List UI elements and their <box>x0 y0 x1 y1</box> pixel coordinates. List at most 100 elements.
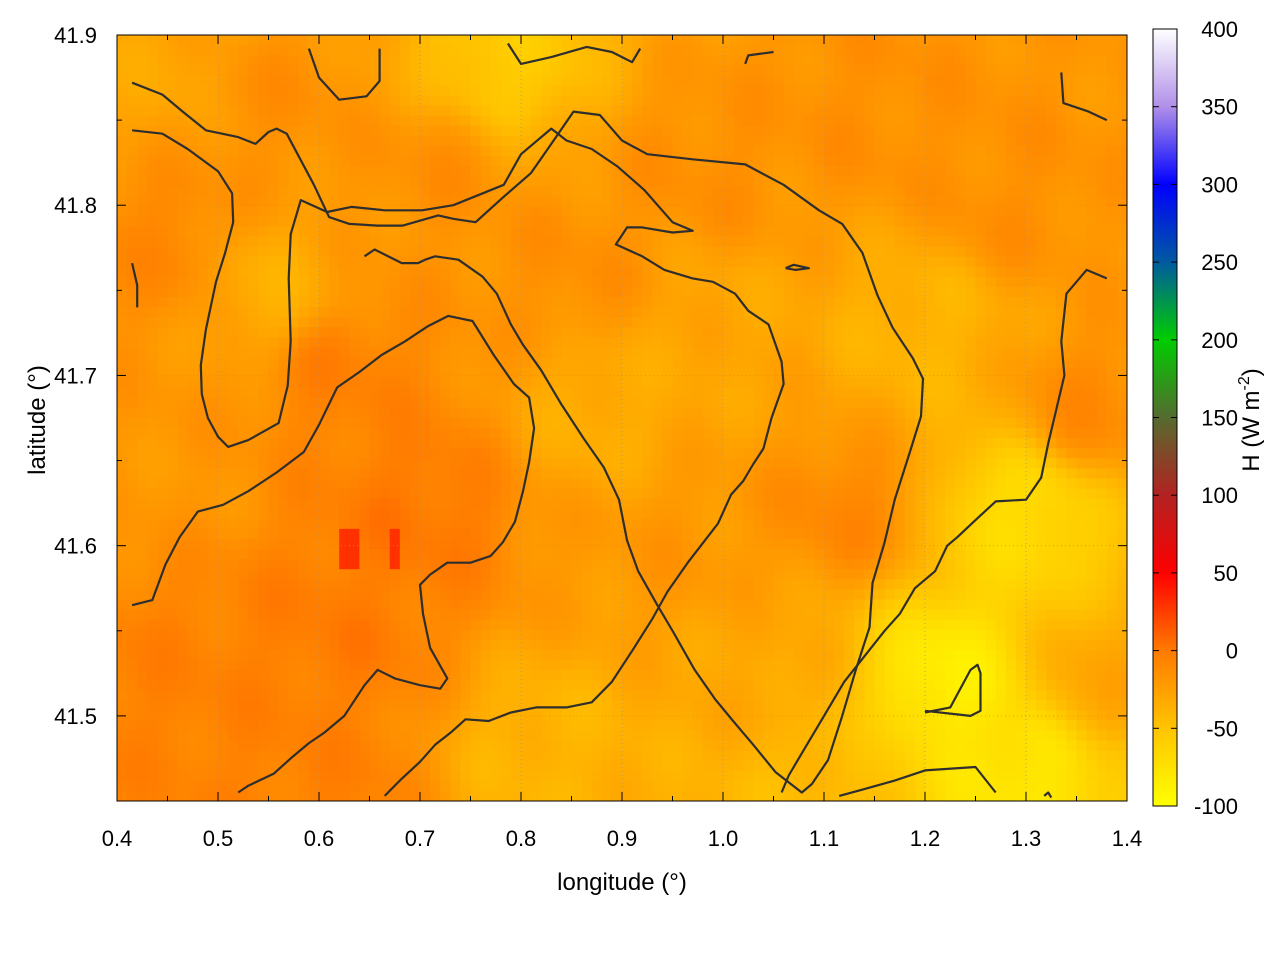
heat-cell <box>187 35 199 46</box>
heat-cell <box>440 357 451 369</box>
heat-cell <box>409 468 421 480</box>
heat-cell <box>218 468 229 480</box>
heat-cell <box>723 206 734 218</box>
heat-cell <box>834 166 845 177</box>
heat-cell <box>793 166 805 177</box>
heat-cell <box>541 448 552 459</box>
heat-cell <box>1086 478 1098 490</box>
heat-cell <box>450 75 461 86</box>
heat-cell <box>601 286 613 298</box>
heat-cell <box>430 85 441 97</box>
heat-cell <box>854 438 865 449</box>
heat-cell <box>803 307 815 318</box>
heat-cell <box>218 407 229 419</box>
heat-cell <box>753 387 764 399</box>
heat-cell <box>167 206 179 218</box>
heat-cell <box>753 115 764 127</box>
heat-cell <box>914 528 926 540</box>
heat-cell <box>228 65 239 76</box>
heat-cell <box>955 307 966 318</box>
heat-cell <box>844 387 855 399</box>
heat-cell <box>591 397 603 409</box>
heat-cell <box>682 115 694 127</box>
heat-cell <box>581 65 593 76</box>
heat-cell <box>500 256 512 268</box>
heat-cell <box>460 418 472 429</box>
heat-cell <box>127 35 138 46</box>
heat-cell <box>551 337 562 349</box>
heat-cell <box>339 367 350 379</box>
heat-cell <box>864 145 876 157</box>
heat-cell <box>278 85 290 97</box>
heat-cell <box>510 135 522 147</box>
heat-cell <box>561 125 573 137</box>
heat-cell <box>359 498 371 510</box>
heat-cell <box>278 105 290 117</box>
heat-cell <box>389 438 401 449</box>
heat-cell <box>157 528 169 540</box>
heat-cell <box>197 508 209 520</box>
heat-cell <box>541 377 552 389</box>
heat-cell <box>884 478 896 490</box>
heat-cell <box>692 458 704 469</box>
heat-cell <box>541 196 552 207</box>
heat-cell <box>308 317 320 328</box>
heat-cell <box>672 95 684 107</box>
heat-cell <box>1106 276 1118 288</box>
heat-cell <box>117 518 128 530</box>
heat-cell <box>379 85 391 97</box>
heat-cell <box>339 448 350 459</box>
heat-cell <box>308 166 320 177</box>
heat-cell <box>793 216 805 228</box>
heat-cell <box>753 75 764 86</box>
heat-cell <box>551 307 562 318</box>
heat-cell <box>167 367 179 379</box>
heat-cell <box>541 125 552 137</box>
heat-cell <box>389 196 401 207</box>
heat-cell <box>844 478 855 490</box>
heat-cell <box>652 216 663 228</box>
heat-cell <box>288 196 300 207</box>
heat-cell <box>894 498 906 510</box>
heat-cell <box>147 498 158 510</box>
heat-cell <box>1056 286 1067 298</box>
heat-cell <box>733 65 744 76</box>
heat-cell <box>218 55 229 66</box>
heat-cell <box>389 145 401 157</box>
heat-cell <box>662 176 674 187</box>
heat-cell <box>874 55 886 66</box>
heat-cell <box>763 347 775 359</box>
heat-cell <box>763 337 775 349</box>
heat-cell <box>379 216 391 228</box>
heat-cell <box>298 155 310 167</box>
heat-cell <box>258 115 270 127</box>
heat-cell <box>773 508 785 520</box>
heat-cell <box>601 377 613 389</box>
heat-cell <box>147 75 158 86</box>
heat-cell <box>268 377 280 389</box>
heat-cell <box>1096 397 1108 409</box>
heat-cell <box>733 337 744 349</box>
heat-cell <box>1046 55 1057 66</box>
heat-cell <box>541 407 552 419</box>
heat-cell <box>460 115 472 127</box>
heat-cell <box>743 347 754 359</box>
heat-cell <box>834 95 845 107</box>
heat-cell <box>854 478 865 490</box>
heat-cell <box>813 236 825 248</box>
heat-cell <box>591 418 603 429</box>
heat-cell <box>551 286 562 298</box>
heat-cell <box>955 317 966 328</box>
heat-cell <box>500 458 512 469</box>
heat-cell <box>258 528 270 540</box>
heat-cell <box>1056 105 1067 117</box>
heat-cell <box>137 135 148 147</box>
heat-cell <box>500 105 512 117</box>
heat-cell <box>995 65 1007 76</box>
heat-cell <box>147 216 158 228</box>
heat-cell <box>470 387 482 399</box>
heat-cell <box>157 428 169 439</box>
heat-cell <box>308 206 320 218</box>
heat-cell <box>743 246 754 258</box>
heat-cell <box>783 216 795 228</box>
